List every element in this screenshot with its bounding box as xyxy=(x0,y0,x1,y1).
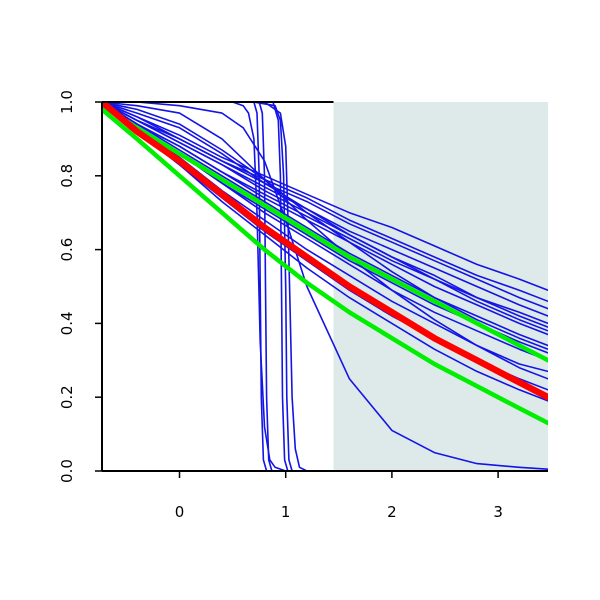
x-tick-label: 3 xyxy=(493,503,503,521)
sample-curve-6 xyxy=(102,102,548,347)
sample-curve-14 xyxy=(102,102,548,325)
shaded-region xyxy=(333,102,548,471)
band-curve-24 xyxy=(102,107,548,426)
sample-curve-13 xyxy=(102,102,548,380)
x-tick-label: 1 xyxy=(281,503,291,521)
sample-curve-18 xyxy=(102,102,548,471)
y-tick-label: 0.6 xyxy=(58,238,76,262)
mean-curve-25 xyxy=(102,102,548,401)
sample-curve-0 xyxy=(102,102,548,292)
y-tick-label: 0.8 xyxy=(58,164,76,188)
x-tick-label: 2 xyxy=(387,503,397,521)
band-curve-23 xyxy=(102,103,548,363)
sample-curve-20 xyxy=(102,102,548,471)
y-tick-label: 0.0 xyxy=(58,459,76,483)
x-tick-label: 0 xyxy=(175,503,185,521)
sample-curve-2 xyxy=(102,102,548,310)
sample-curve-22 xyxy=(102,102,548,471)
sample-curve-17 xyxy=(102,102,548,471)
y-tick-label: 0.2 xyxy=(58,385,76,409)
sample-curve-21 xyxy=(102,102,548,471)
sample-curve-11 xyxy=(102,102,548,332)
y-tick-label: 0.4 xyxy=(58,311,76,335)
y-tick-label: 1.0 xyxy=(58,90,76,114)
